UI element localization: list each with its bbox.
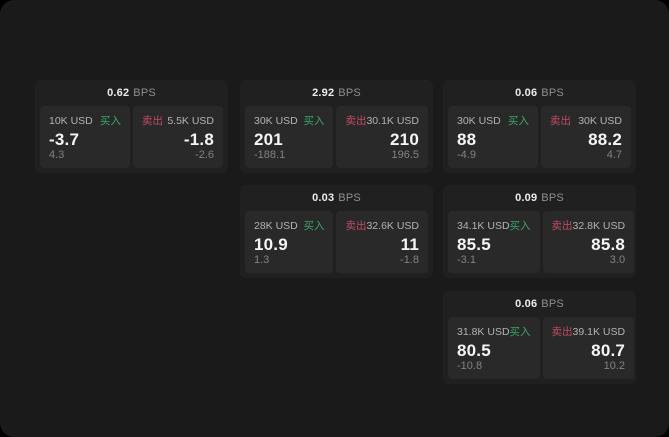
buy-panel[interactable]: 34.1K USD 买入 85.5 -3.1 bbox=[448, 211, 540, 273]
sell-panel[interactable]: 卖出 39.1K USD 80.7 10.2 bbox=[542, 317, 635, 379]
buy-amount: 28K USD bbox=[254, 219, 298, 232]
bps-value: 0.09 bbox=[515, 192, 538, 204]
buy-amount: 30K USD bbox=[254, 114, 298, 127]
buy-price: 85.5 bbox=[457, 234, 491, 254]
sell-delta: 3.0 bbox=[609, 254, 626, 266]
buy-amount: 10K USD bbox=[49, 114, 93, 127]
card-header: 0.09 BPS bbox=[443, 185, 636, 211]
buy-panel[interactable]: 30K USD 买入 88 -4.9 bbox=[448, 106, 538, 168]
sell-amount: 32.8K USD bbox=[572, 219, 626, 232]
buy-label: 买入 bbox=[509, 220, 531, 232]
card-header: 0.62 BPS bbox=[35, 80, 228, 106]
buy-amount: 30K USD bbox=[457, 114, 501, 127]
buy-amount: 31.8K USD bbox=[457, 325, 510, 338]
sell-panel[interactable]: 卖出 32.8K USD 85.8 3.0 bbox=[542, 211, 635, 273]
buy-label: 买入 bbox=[303, 220, 325, 232]
quote-card: 0.09 BPS 34.1K USD 买入 85.5 -3.1 卖出 32.8K… bbox=[443, 185, 636, 278]
bps-unit: BPS bbox=[338, 87, 361, 99]
quote-card: 2.92 BPS 30K USD 买入 201 -188.1 卖出 30.1K … bbox=[240, 80, 433, 173]
sell-price: 80.7 bbox=[591, 340, 626, 360]
bps-unit: BPS bbox=[133, 87, 156, 99]
buy-panel[interactable]: 30K USD 买入 201 -188.1 bbox=[245, 106, 334, 168]
card-header: 2.92 BPS bbox=[240, 80, 433, 106]
bps-value: 0.06 bbox=[515, 87, 538, 99]
bps-value: 2.92 bbox=[312, 87, 335, 99]
card-header: 0.06 BPS bbox=[443, 291, 636, 317]
sell-label: 卖出 bbox=[345, 220, 367, 232]
sell-price: -1.8 bbox=[183, 129, 214, 149]
sell-label: 卖出 bbox=[550, 115, 571, 127]
buy-price: 88 bbox=[457, 129, 477, 149]
buy-label: 买入 bbox=[508, 115, 529, 127]
buy-amount: 34.1K USD bbox=[457, 219, 510, 232]
bps-unit: BPS bbox=[338, 192, 361, 204]
sell-label: 卖出 bbox=[551, 326, 573, 338]
buy-label: 买入 bbox=[303, 115, 325, 127]
sell-label: 卖出 bbox=[345, 115, 367, 127]
quote-card: 0.06 BPS 31.8K USD 买入 80.5 -10.8 卖出 39.1… bbox=[443, 291, 636, 384]
quote-card: 0.03 BPS 28K USD 买入 10.9 1.3 卖出 32.6K US… bbox=[240, 185, 433, 278]
bps-unit: BPS bbox=[541, 298, 564, 310]
sell-panel[interactable]: 卖出 30.1K USD 210 196.5 bbox=[336, 106, 428, 168]
bps-value: 0.62 bbox=[107, 87, 130, 99]
sell-label: 卖出 bbox=[142, 115, 163, 127]
sell-delta: -1.8 bbox=[400, 254, 419, 266]
quote-card: 0.62 BPS 10K USD 买入 -3.7 4.3 卖出 5.5K USD… bbox=[35, 80, 228, 173]
sell-label: 卖出 bbox=[551, 220, 573, 232]
buy-panel[interactable]: 31.8K USD 买入 80.5 -10.8 bbox=[448, 317, 540, 379]
sell-delta: 10.2 bbox=[603, 360, 626, 372]
sell-panel[interactable]: 卖出 5.5K USD -1.8 -2.6 bbox=[133, 106, 223, 168]
buy-price: 10.9 bbox=[254, 234, 288, 254]
sell-price: 210 bbox=[390, 129, 419, 149]
buy-delta: 4.3 bbox=[49, 149, 65, 161]
sell-amount: 32.6K USD bbox=[366, 219, 419, 232]
bps-unit: BPS bbox=[541, 87, 564, 99]
bps-value: 0.06 bbox=[515, 298, 538, 310]
buy-price: 80.5 bbox=[457, 340, 491, 360]
sell-price: 11 bbox=[400, 234, 419, 254]
buy-delta: 1.3 bbox=[254, 254, 270, 266]
buy-price: 201 bbox=[254, 129, 283, 149]
sell-amount: 5.5K USD bbox=[167, 114, 214, 127]
buy-delta: -4.9 bbox=[457, 149, 476, 161]
buy-panel[interactable]: 28K USD 买入 10.9 1.3 bbox=[245, 211, 334, 273]
sell-amount: 30.1K USD bbox=[366, 114, 419, 127]
quote-card: 0.06 BPS 30K USD 买入 88 -4.9 卖出 30K USD 8… bbox=[443, 80, 636, 173]
card-header: 0.06 BPS bbox=[443, 80, 636, 106]
sell-amount: 39.1K USD bbox=[572, 325, 626, 338]
sell-panel[interactable]: 卖出 30K USD 88.2 4.7 bbox=[541, 106, 631, 168]
buy-delta: -188.1 bbox=[254, 149, 286, 161]
bps-unit: BPS bbox=[541, 192, 564, 204]
sell-delta: 196.5 bbox=[391, 149, 419, 161]
buy-delta: -10.8 bbox=[457, 360, 483, 372]
sell-amount: 30K USD bbox=[578, 114, 622, 127]
sell-price: 85.8 bbox=[591, 234, 626, 254]
bps-value: 0.03 bbox=[312, 192, 335, 204]
sell-delta: -2.6 bbox=[195, 149, 214, 161]
buy-delta: -3.1 bbox=[457, 254, 476, 266]
sell-delta: 4.7 bbox=[606, 149, 622, 161]
card-header: 0.03 BPS bbox=[240, 185, 433, 211]
buy-label: 买入 bbox=[509, 326, 531, 338]
buy-price: -3.7 bbox=[49, 129, 80, 149]
sell-panel[interactable]: 卖出 32.6K USD 11 -1.8 bbox=[336, 211, 428, 273]
buy-label: 买入 bbox=[100, 115, 121, 127]
sell-price: 88.2 bbox=[588, 129, 622, 149]
buy-panel[interactable]: 10K USD 买入 -3.7 4.3 bbox=[40, 106, 130, 168]
